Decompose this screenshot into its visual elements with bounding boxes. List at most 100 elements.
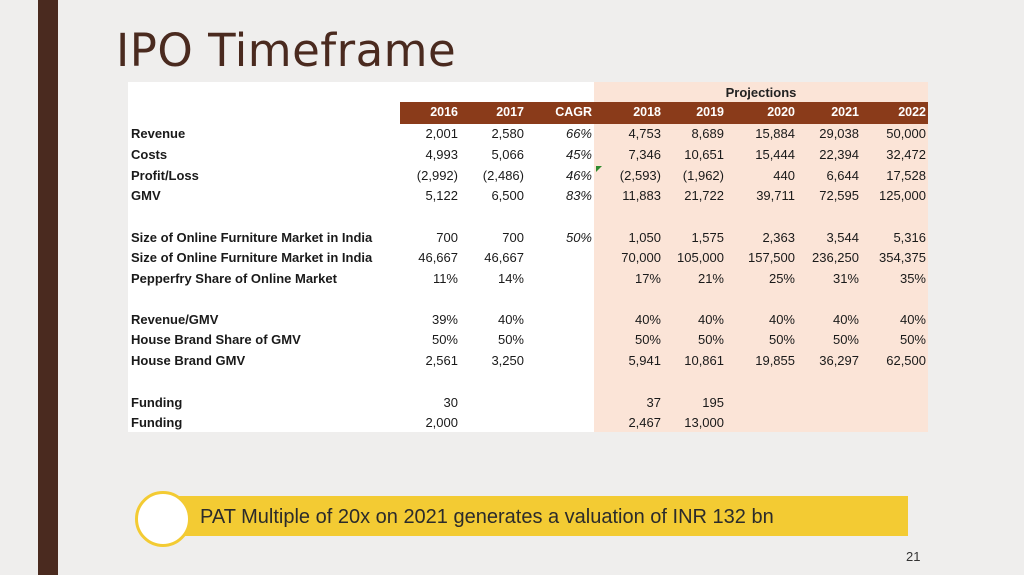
table-cell: 50% — [497, 332, 524, 347]
table-cell: 17% — [634, 271, 661, 286]
table-cell: 21% — [697, 271, 724, 286]
table-cell: 40% — [497, 312, 524, 327]
table-cell: 10,861 — [684, 353, 724, 368]
table-cell: 46,667 — [484, 250, 524, 265]
table-cell: 2,561 — [425, 353, 458, 368]
table-cell: 4,753 — [628, 126, 661, 141]
table-cell: 45% — [565, 147, 592, 162]
table-cell: 5,316 — [893, 230, 926, 245]
table-cell: 39,711 — [756, 188, 795, 203]
row-label: Funding — [131, 395, 183, 410]
table-cell: 700 — [436, 230, 458, 245]
table-cell: 15,444 — [755, 147, 795, 162]
row-label: GMV — [131, 188, 161, 203]
table-cell: 8,689 — [691, 126, 724, 141]
table-cell: 50% — [431, 332, 458, 347]
table-cell: 40% — [832, 312, 859, 327]
table-cell: 3,250 — [491, 353, 524, 368]
table-cell: 354,375 — [879, 250, 926, 265]
row-label: Profit/Loss — [131, 168, 199, 183]
table-cell: 6,644 — [826, 168, 859, 183]
table-cell: 50% — [634, 332, 661, 347]
financial-table: Projections 2016 2017 CAGR 2018 2019 2020 2021… — [128, 82, 928, 432]
table-cell: 50,000 — [886, 126, 926, 141]
column-header: 2020 — [767, 105, 795, 119]
table-cell: 39% — [431, 312, 458, 327]
row-label: Pepperfry Share of Online Market — [131, 271, 337, 286]
projection-shade — [594, 82, 928, 432]
column-header: 2019 — [696, 105, 724, 119]
row-label: Size of Online Furniture Market in India — [131, 250, 373, 265]
table-cell: 13,000 — [684, 415, 724, 430]
table-cell: (1,962) — [682, 168, 724, 183]
table-cell: 46% — [565, 168, 592, 183]
page-number: 21 — [906, 549, 921, 564]
column-header: 2021 — [831, 105, 859, 119]
row-label: House Brand Share of GMV — [131, 332, 301, 347]
table-cell: 105,000 — [677, 250, 724, 265]
column-header: 2022 — [898, 105, 926, 119]
comment-marker — [596, 166, 602, 172]
projections-label: Projections — [725, 85, 797, 100]
row-label: Revenue/GMV — [131, 312, 219, 327]
table-cell: 25% — [768, 271, 795, 286]
table-cell: 2,363 — [762, 230, 795, 245]
table-cell: 21,722 — [684, 188, 724, 203]
table-cell: 1,575 — [691, 230, 724, 245]
table-cell: 22,394 — [819, 147, 859, 162]
table-cell: 50% — [697, 332, 724, 347]
table-cell: 2,001 — [425, 126, 458, 141]
table-cell: 62,500 — [886, 353, 926, 368]
left-accent-bar — [38, 0, 58, 575]
column-header: 2017 — [496, 105, 524, 119]
table-cell: 2,467 — [628, 415, 661, 430]
table-cell: 66% — [565, 126, 592, 141]
table-cell: 70,000 — [621, 250, 661, 265]
table-cell: 40% — [899, 312, 926, 327]
table-cell: 50% — [899, 332, 926, 347]
table-cell: 31% — [832, 271, 859, 286]
table-cell: 40% — [697, 312, 724, 327]
table-cell: 36,297 — [819, 353, 859, 368]
table-cell: 5,122 — [425, 188, 458, 203]
table-cell: 19,855 — [755, 353, 795, 368]
table-cell: (2,992) — [416, 168, 458, 183]
table-cell: 17,528 — [886, 168, 926, 183]
table-cell: 40% — [634, 312, 661, 327]
table-cell: 5,066 — [491, 147, 524, 162]
column-header: 2016 — [430, 105, 458, 119]
column-header: 2018 — [633, 105, 661, 119]
table-cell: 50% — [832, 332, 859, 347]
table-cell: 10,651 — [684, 147, 724, 162]
row-label: Costs — [131, 147, 168, 162]
table-cell: 83% — [565, 188, 592, 203]
callout-circle — [135, 491, 191, 547]
table-cell: 195 — [702, 395, 724, 410]
callout-band — [160, 496, 908, 536]
table-cell: 4,993 — [425, 147, 458, 162]
table-cell: 40% — [768, 312, 795, 327]
table-cell: 11,883 — [622, 188, 661, 203]
table-cell: 1,050 — [628, 230, 661, 245]
table-cell: (2,486) — [482, 168, 524, 183]
table-cell: 35% — [899, 271, 926, 286]
row-label: Funding — [131, 415, 183, 430]
table-cell: 37 — [646, 395, 661, 410]
row-label: Revenue — [131, 126, 186, 141]
table-cell: 700 — [502, 230, 524, 245]
header-bar — [400, 102, 928, 124]
table-cell: 32,472 — [886, 147, 926, 162]
table-cell: 3,544 — [826, 230, 859, 245]
table-cell: 157,500 — [748, 250, 795, 265]
column-header: CAGR — [555, 105, 592, 119]
table-cell: 29,038 — [819, 126, 859, 141]
table-cell: 125,000 — [879, 188, 926, 203]
table-cell: 2,580 — [491, 126, 524, 141]
table-cell: 72,595 — [819, 188, 859, 203]
row-label: House Brand GMV — [131, 353, 246, 368]
table-cell: (2,593) — [619, 168, 661, 183]
table-cell: 236,250 — [812, 250, 859, 265]
table-cell: 5,941 — [628, 353, 661, 368]
row-label: Size of Online Furniture Market in India — [131, 230, 373, 245]
table-cell: 2,000 — [425, 415, 458, 430]
